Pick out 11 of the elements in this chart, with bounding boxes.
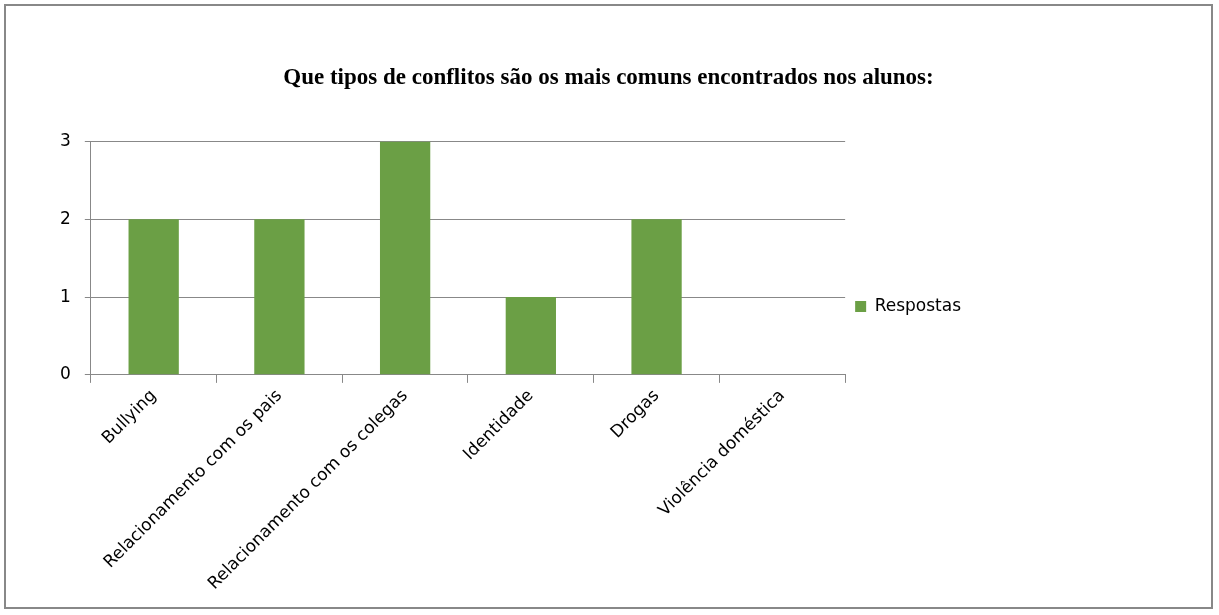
bar <box>379 141 431 375</box>
bar <box>505 297 556 375</box>
y-tick-label: 0 <box>59 363 71 384</box>
y-tick-label: 1 <box>59 285 71 306</box>
y-tick-label: 2 <box>59 207 71 228</box>
chart-title: Que tipos de conflitos são os mais comuns encontrados nos alunos: <box>283 63 934 89</box>
legend-label: Respostas <box>874 294 962 315</box>
y-tick-label: 3 <box>59 130 71 151</box>
bar <box>631 219 682 375</box>
bar <box>128 219 179 375</box>
bar <box>254 219 305 375</box>
